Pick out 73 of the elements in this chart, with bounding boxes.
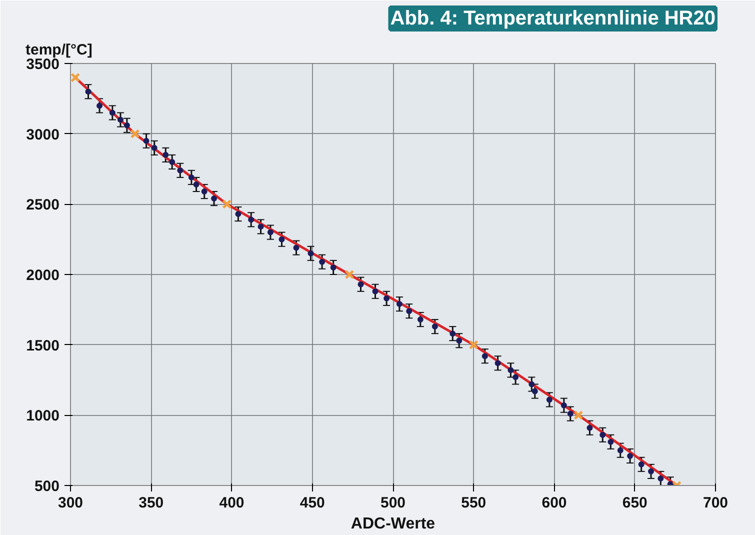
point <box>586 424 593 431</box>
y-tick-label: 1500 <box>26 337 60 354</box>
point <box>658 475 664 482</box>
point <box>344 270 354 280</box>
point <box>567 410 574 417</box>
point <box>494 360 501 366</box>
point <box>384 295 390 302</box>
chart-title: Abb. 4: Temperaturkennlinie HR20 <box>390 8 716 30</box>
x-tick-label: 500 <box>380 494 406 512</box>
y-tick-label: 500 <box>34 478 60 495</box>
point <box>258 224 264 230</box>
point <box>546 396 552 403</box>
x-tick-label: 550 <box>461 494 486 512</box>
point <box>432 324 438 330</box>
point <box>528 381 535 388</box>
point <box>468 340 478 350</box>
point <box>319 258 326 265</box>
point <box>222 199 232 209</box>
point <box>193 181 200 188</box>
point <box>482 353 488 360</box>
point <box>512 374 519 380</box>
point <box>278 236 285 242</box>
point <box>532 388 538 394</box>
point <box>162 152 169 158</box>
point <box>406 308 412 314</box>
point <box>627 452 634 459</box>
point <box>450 330 456 337</box>
point <box>124 122 130 128</box>
point <box>151 144 158 151</box>
point <box>648 468 654 474</box>
point <box>188 174 194 180</box>
point <box>85 88 92 95</box>
point <box>330 264 336 270</box>
point <box>396 301 402 308</box>
point <box>169 158 176 165</box>
point <box>267 229 274 236</box>
point <box>248 216 254 223</box>
x-tick-label: 650 <box>622 494 648 512</box>
point <box>130 129 140 139</box>
point <box>600 432 606 438</box>
point <box>456 338 462 344</box>
point <box>70 72 80 82</box>
x-tick-label: 700 <box>702 494 728 512</box>
point <box>117 116 124 123</box>
point <box>293 244 300 251</box>
y-tick-label: 2500 <box>26 196 60 214</box>
x-tick-label: 350 <box>138 494 164 512</box>
point <box>617 447 624 454</box>
point <box>308 250 314 256</box>
point <box>96 102 103 109</box>
point <box>608 438 614 445</box>
point <box>560 402 567 408</box>
point <box>177 167 184 174</box>
y-tick-label: 1000 <box>26 408 60 425</box>
point <box>358 281 364 288</box>
point <box>574 410 584 420</box>
point <box>638 461 644 468</box>
x-tick-label: 300 <box>58 494 84 512</box>
point <box>417 316 424 323</box>
x-tick-label: 600 <box>542 494 567 512</box>
x-tick-label: 400 <box>219 494 244 512</box>
point <box>211 196 218 202</box>
point <box>109 110 116 116</box>
point <box>372 288 378 294</box>
point <box>143 138 150 144</box>
y-axis-title: temp/[°C] <box>26 42 92 58</box>
y-tick-label: 2000 <box>26 267 60 284</box>
point <box>201 188 208 194</box>
x-axis-title: ADC-Werte <box>350 516 436 532</box>
point <box>235 211 242 218</box>
point <box>508 367 514 374</box>
x-tick-label: 450 <box>300 494 325 512</box>
y-tick-label: 3000 <box>26 126 60 144</box>
